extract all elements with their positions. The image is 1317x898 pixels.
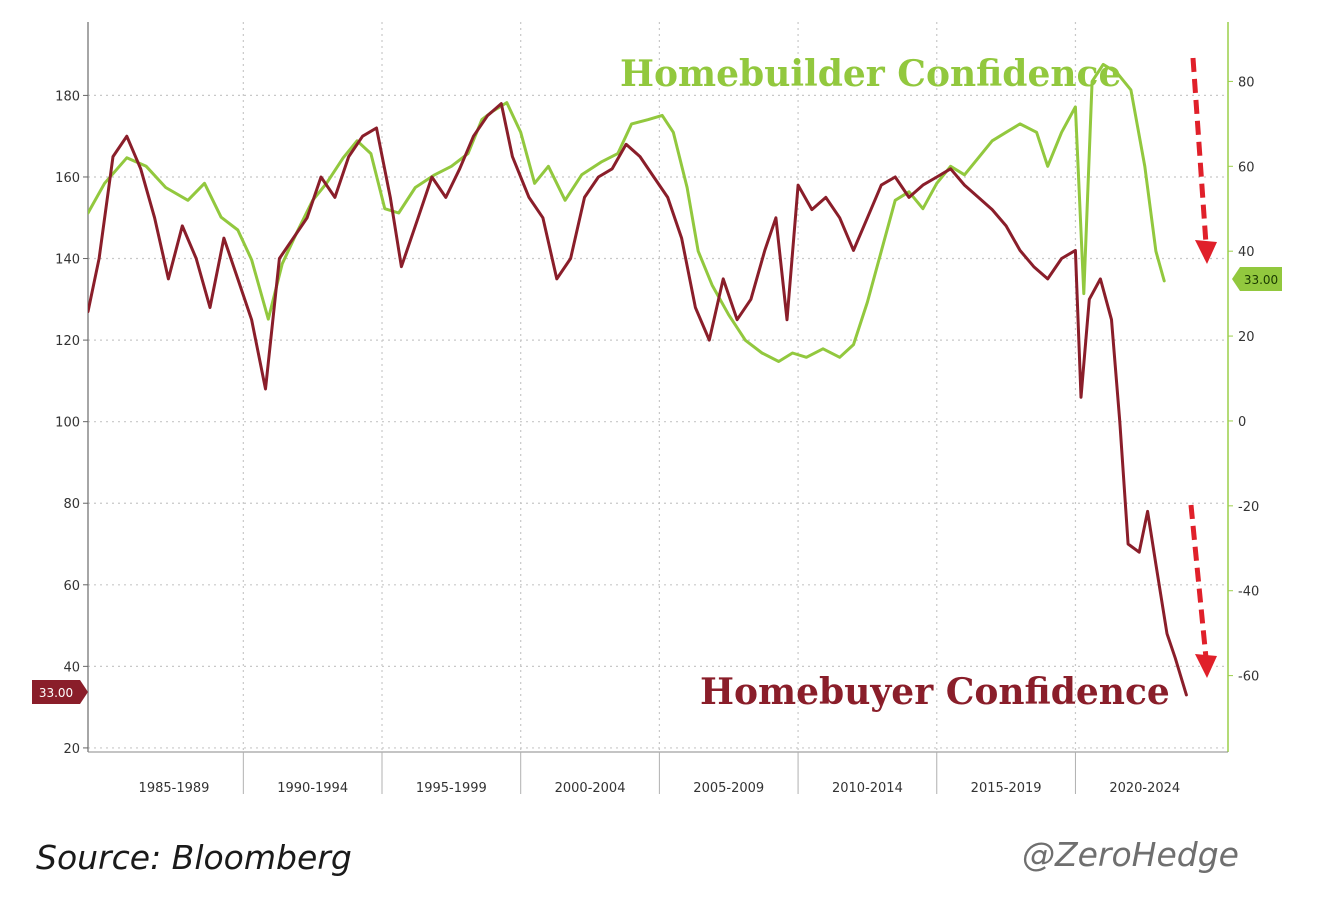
homebuilder-annotation: Homebuilder Confidence bbox=[620, 53, 1121, 95]
left-tick-label: 100 bbox=[55, 416, 80, 431]
credit-caption: @ZeroHedge bbox=[1022, 835, 1239, 874]
homebuyer-annotation: Homebuyer Confidence bbox=[700, 671, 1170, 713]
homebuilder-last-value-badge: 33.00 bbox=[1232, 267, 1282, 291]
period-labels: 1985-1989 1990-1994 1995-1999 2000-2004 2005… bbox=[139, 752, 1180, 796]
homebuyer-last-value: 33.00 bbox=[39, 686, 73, 700]
homebuilder-last-value: 33.00 bbox=[1244, 273, 1278, 287]
right-tick-label: 0 bbox=[1238, 415, 1246, 430]
period-label: 1985-1989 bbox=[139, 781, 210, 796]
annotation-layer: Homebuilder Confidence Homebuyer Confide… bbox=[620, 53, 1170, 713]
left-tick-label: 180 bbox=[55, 89, 80, 104]
axes-layer bbox=[87, 22, 1229, 753]
badge-layer: 33.00 33.00 bbox=[32, 267, 1282, 704]
grid-layer bbox=[88, 22, 1228, 752]
right-tick-label: -40 bbox=[1238, 585, 1259, 600]
right-tick-label: 40 bbox=[1238, 245, 1255, 260]
period-label: 2000-2004 bbox=[555, 781, 626, 796]
period-label: 2015-2019 bbox=[971, 781, 1042, 796]
right-tick-label: 80 bbox=[1238, 75, 1255, 90]
series-layer bbox=[88, 62, 1188, 697]
period-label: 2020-2024 bbox=[1109, 781, 1180, 796]
arrow-layer bbox=[1188, 57, 1217, 678]
period-label: 2010-2014 bbox=[832, 781, 903, 796]
right-tick-label: -60 bbox=[1238, 670, 1259, 685]
right-tick-label: 20 bbox=[1238, 330, 1255, 345]
left-tick-label: 20 bbox=[63, 742, 80, 757]
left-tick-label: 160 bbox=[55, 171, 80, 186]
homebuilder-trend-arrow bbox=[1190, 57, 1217, 264]
left-tick-label: 120 bbox=[55, 334, 80, 349]
homebuyer-confidence-line bbox=[88, 102, 1188, 697]
right-axis-ticks: -60 -40 -20 0 20 40 60 80 bbox=[1228, 75, 1259, 685]
left-axis-ticks: 20 40 60 80 100 120 140 160 180 bbox=[55, 89, 88, 757]
homebuyer-trend-arrow bbox=[1188, 504, 1217, 678]
homebuyer-last-value-badge: 33.00 bbox=[32, 680, 88, 704]
left-tick-label: 40 bbox=[63, 660, 80, 675]
left-tick-label: 60 bbox=[63, 579, 80, 594]
right-tick-label: -20 bbox=[1238, 500, 1259, 515]
left-tick-label: 80 bbox=[63, 497, 80, 512]
source-caption: Source: Bloomberg bbox=[36, 838, 352, 877]
period-label: 1995-1999 bbox=[416, 781, 487, 796]
period-label: 1990-1994 bbox=[277, 781, 348, 796]
period-label: 2005-2009 bbox=[693, 781, 764, 796]
left-tick-label: 140 bbox=[55, 253, 80, 268]
right-tick-label: 60 bbox=[1238, 160, 1255, 175]
